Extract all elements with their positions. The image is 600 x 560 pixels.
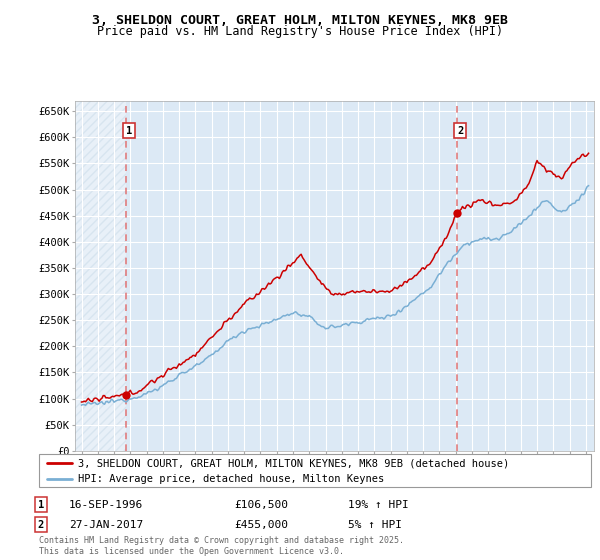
Text: Contains HM Land Registry data © Crown copyright and database right 2025.
This d: Contains HM Land Registry data © Crown c… xyxy=(39,536,404,556)
Text: 1: 1 xyxy=(126,125,132,136)
Text: Price paid vs. HM Land Registry's House Price Index (HPI): Price paid vs. HM Land Registry's House … xyxy=(97,25,503,38)
Text: 3, SHELDON COURT, GREAT HOLM, MILTON KEYNES, MK8 9EB: 3, SHELDON COURT, GREAT HOLM, MILTON KEY… xyxy=(92,14,508,27)
Text: 19% ↑ HPI: 19% ↑ HPI xyxy=(348,500,409,510)
Text: 1: 1 xyxy=(38,500,44,510)
Text: 3, SHELDON COURT, GREAT HOLM, MILTON KEYNES, MK8 9EB (detached house): 3, SHELDON COURT, GREAT HOLM, MILTON KEY… xyxy=(77,458,509,468)
Text: 27-JAN-2017: 27-JAN-2017 xyxy=(69,520,143,530)
Text: £455,000: £455,000 xyxy=(234,520,288,530)
Text: £106,500: £106,500 xyxy=(234,500,288,510)
Text: 2: 2 xyxy=(457,125,463,136)
Text: 2: 2 xyxy=(38,520,44,530)
Text: 5% ↑ HPI: 5% ↑ HPI xyxy=(348,520,402,530)
Text: HPI: Average price, detached house, Milton Keynes: HPI: Average price, detached house, Milt… xyxy=(77,474,384,484)
Text: 16-SEP-1996: 16-SEP-1996 xyxy=(69,500,143,510)
